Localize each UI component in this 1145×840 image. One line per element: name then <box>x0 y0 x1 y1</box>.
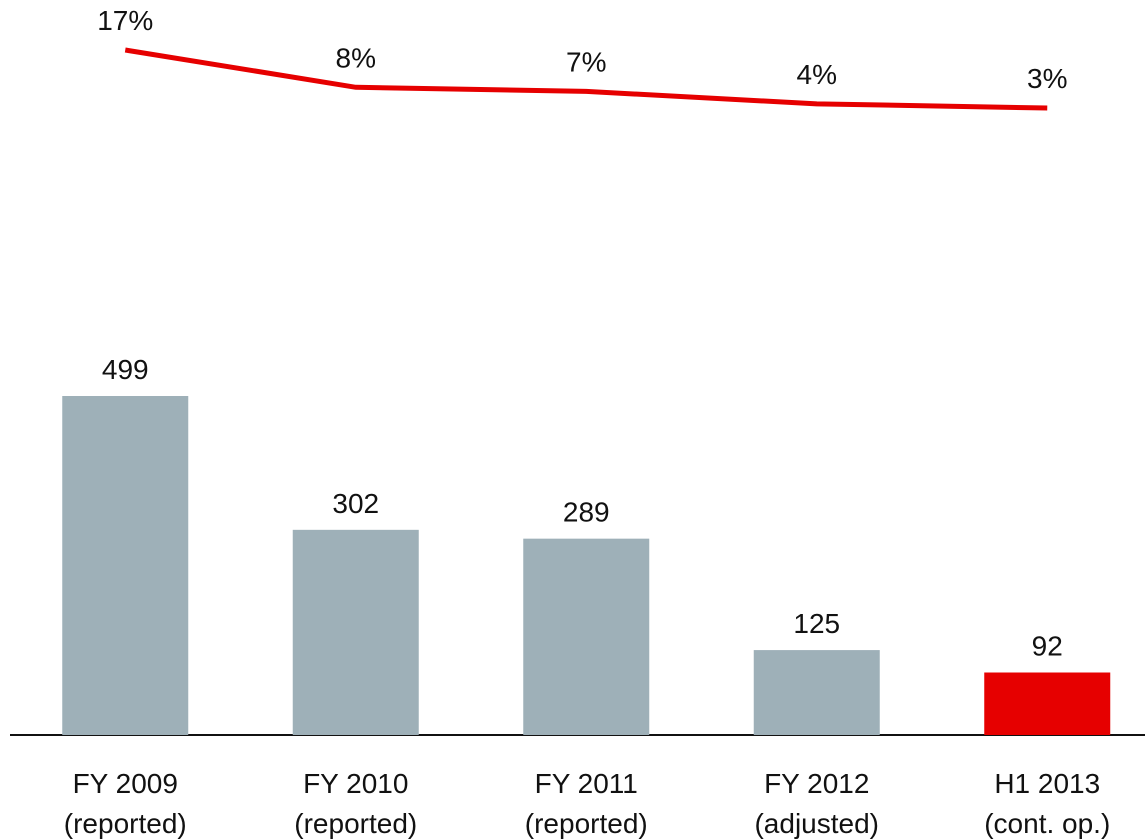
bar-value-label: 92 <box>1032 630 1063 661</box>
x-tick-label: H1 2013 <box>994 768 1100 799</box>
x-tick-label: FY 2011 <box>535 768 638 799</box>
x-tick-label: (reported) <box>294 808 417 839</box>
line-value-label: 8% <box>336 42 376 73</box>
bar-value-label: 289 <box>563 497 610 528</box>
x-tick-label: (cont. op.) <box>984 808 1110 839</box>
line-value-label: 7% <box>566 46 606 77</box>
line-value-label: 4% <box>797 59 837 90</box>
bar-value-label: 499 <box>102 354 149 385</box>
line-value-label: 17% <box>97 5 153 36</box>
bar <box>523 538 650 735</box>
bar-value-label: 125 <box>793 608 840 639</box>
bar <box>292 529 419 735</box>
line <box>124 47 1048 111</box>
bar <box>62 396 189 735</box>
x-tick-label: (adjusted) <box>754 808 879 839</box>
bar <box>753 650 880 735</box>
bar <box>984 672 1111 735</box>
x-tick-label: FY 2012 <box>764 768 869 799</box>
x-tick-label: (reported) <box>64 808 187 839</box>
line-value-label: 3% <box>1027 63 1067 94</box>
x-tick-label: FY 2009 <box>73 768 178 799</box>
bar-value-label: 302 <box>332 488 379 519</box>
x-tick-label: FY 2010 <box>303 768 408 799</box>
x-tick-label: (reported) <box>525 808 648 839</box>
